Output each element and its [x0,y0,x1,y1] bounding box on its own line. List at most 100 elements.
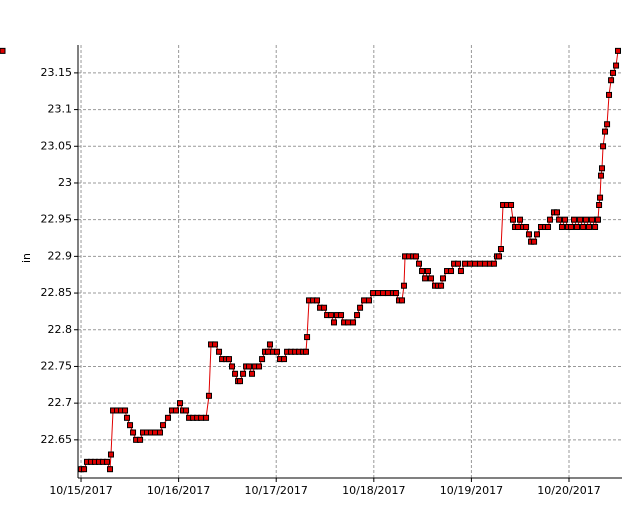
data-point [461,260,468,267]
data-point [556,216,563,223]
data-point [428,275,435,282]
data-point [574,224,581,231]
data-point [467,260,474,267]
data-point [600,143,607,150]
data-point [455,260,462,267]
data-point [350,319,357,326]
x-tick-label: 10/19/2017 [440,484,503,497]
data-point [412,253,419,260]
data-point [580,224,587,231]
data-point [422,275,429,282]
data-point [610,69,617,76]
x-tick-label: 10/16/2017 [147,484,210,497]
data-point [517,216,524,223]
y-axis-label: in [20,253,33,263]
data-point [183,407,190,414]
data-point [338,312,345,319]
data-point [212,341,219,348]
data-point [424,268,431,275]
data-point [152,429,159,436]
y-tick-label: 22.85 [41,286,73,299]
data-point [582,216,589,223]
data-point [237,378,244,385]
data-point [597,194,604,201]
x-tick-label: 10/20/2017 [537,484,600,497]
data-point [562,216,569,223]
data-point [570,216,577,223]
data-point [586,224,593,231]
data-point [156,429,163,436]
data-point [176,400,183,407]
data-point [614,47,621,54]
data-point [259,356,266,363]
data-point [245,363,252,370]
x-tick-label: 10/15/2017 [49,484,112,497]
y-tick-label: 22.75 [41,359,73,372]
data-point [497,246,504,253]
data-point [107,466,114,473]
data-point [357,304,364,311]
data-point [229,363,236,370]
data-point [249,370,256,377]
data-point [354,312,361,319]
data-point [164,414,171,421]
data-point [448,268,455,275]
data-point [496,253,503,260]
data-point [533,231,540,238]
data-point [123,414,130,421]
y-tick-label: 22.65 [41,433,73,446]
data-point [476,260,483,267]
data-point [509,216,516,223]
y-tick-label: 22.7 [48,396,73,409]
data-point [361,297,368,304]
data-point [345,319,352,326]
data-point [400,282,407,289]
data-point [392,290,399,297]
y-tick-label: 22.8 [48,323,73,336]
data-point [266,341,273,348]
y-tick-label: 23.1 [48,103,73,116]
data-point [554,209,561,216]
data-point [265,348,272,355]
data-point [379,290,386,297]
x-tick-label: 10/18/2017 [342,484,405,497]
data-point [281,356,288,363]
data-point [198,414,205,421]
data-point [472,260,479,267]
data-point [568,224,575,231]
data-point [122,407,129,414]
data-point [314,297,321,304]
data-point [399,297,406,304]
data-point [608,77,615,84]
data-point [127,422,134,429]
data-point [256,363,263,370]
data-point [523,224,530,231]
data-point [596,201,603,208]
data-point [160,422,167,429]
data-point [302,348,309,355]
data-point [545,224,552,231]
data-point [240,370,247,377]
data-point [370,290,377,297]
series-line [81,50,619,470]
data-point [330,319,337,326]
data-point [577,216,584,223]
data-point [225,356,232,363]
data-point [440,275,447,282]
data-point [81,466,88,473]
data-point [137,436,144,443]
data-point [0,47,6,54]
data-point [604,121,611,128]
data-point [203,414,210,421]
data-point [546,216,553,223]
y-tick-label: 22.9 [48,249,73,262]
data-point [508,201,515,208]
data-point [321,304,328,311]
data-point [589,216,596,223]
data-point [130,429,137,436]
data-point [273,348,280,355]
data-point [107,451,114,458]
data-point [419,268,426,275]
data-point [525,231,532,238]
